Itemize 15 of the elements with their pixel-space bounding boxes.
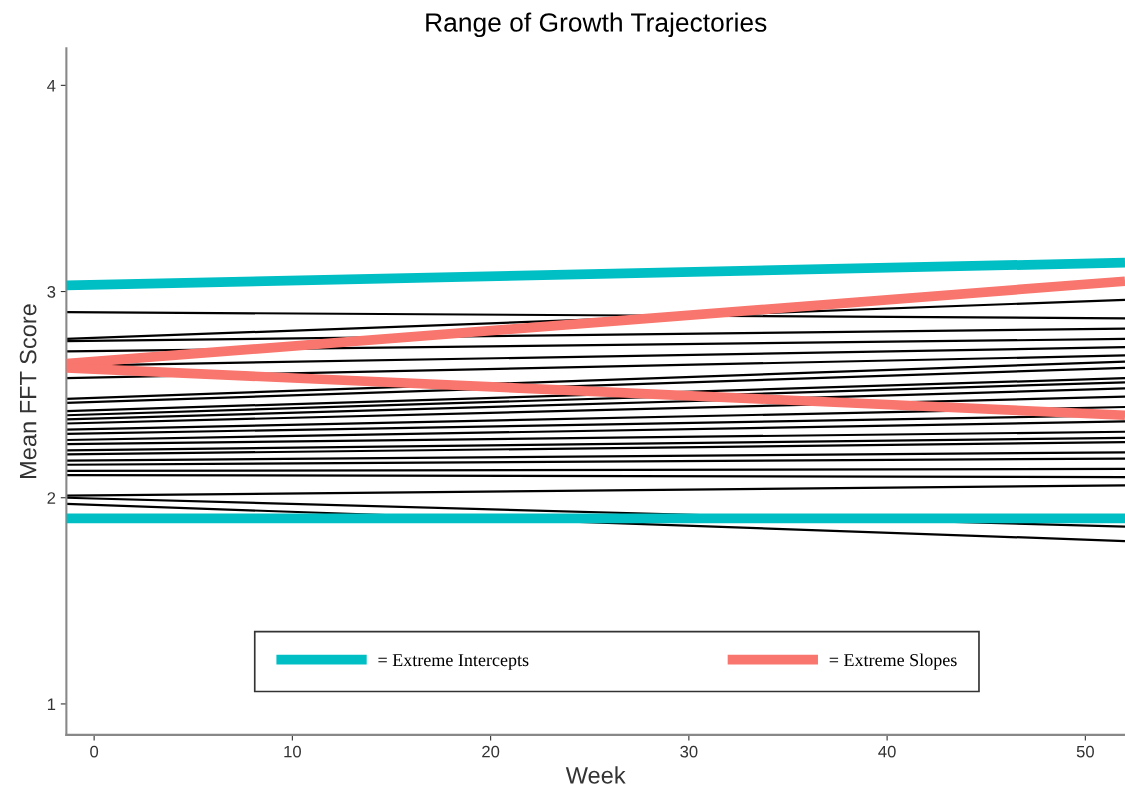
x-axis-title: Week [565,766,626,784]
legend-label: = Extreme Intercepts [378,654,529,670]
y-tick-label: 4 [47,79,56,92]
y-axis-title: Mean FFT Score [19,304,37,478]
y-tick-label: 2 [47,492,56,504]
x-tick-label: 10 [284,745,301,758]
y-tick-label: 3 [47,285,56,298]
x-tick-label: 30 [680,745,698,758]
legend-label: = Extreme Slopes [829,653,957,670]
x-tick-label: 50 [1076,745,1094,758]
x-tick-label: 0 [90,745,99,758]
chart-title: Range of Growth Trajectories [426,12,767,38]
x-tick-label: 40 [878,745,896,758]
y-tick-label: 1 [47,698,56,710]
x-tick-label: 20 [482,745,500,758]
